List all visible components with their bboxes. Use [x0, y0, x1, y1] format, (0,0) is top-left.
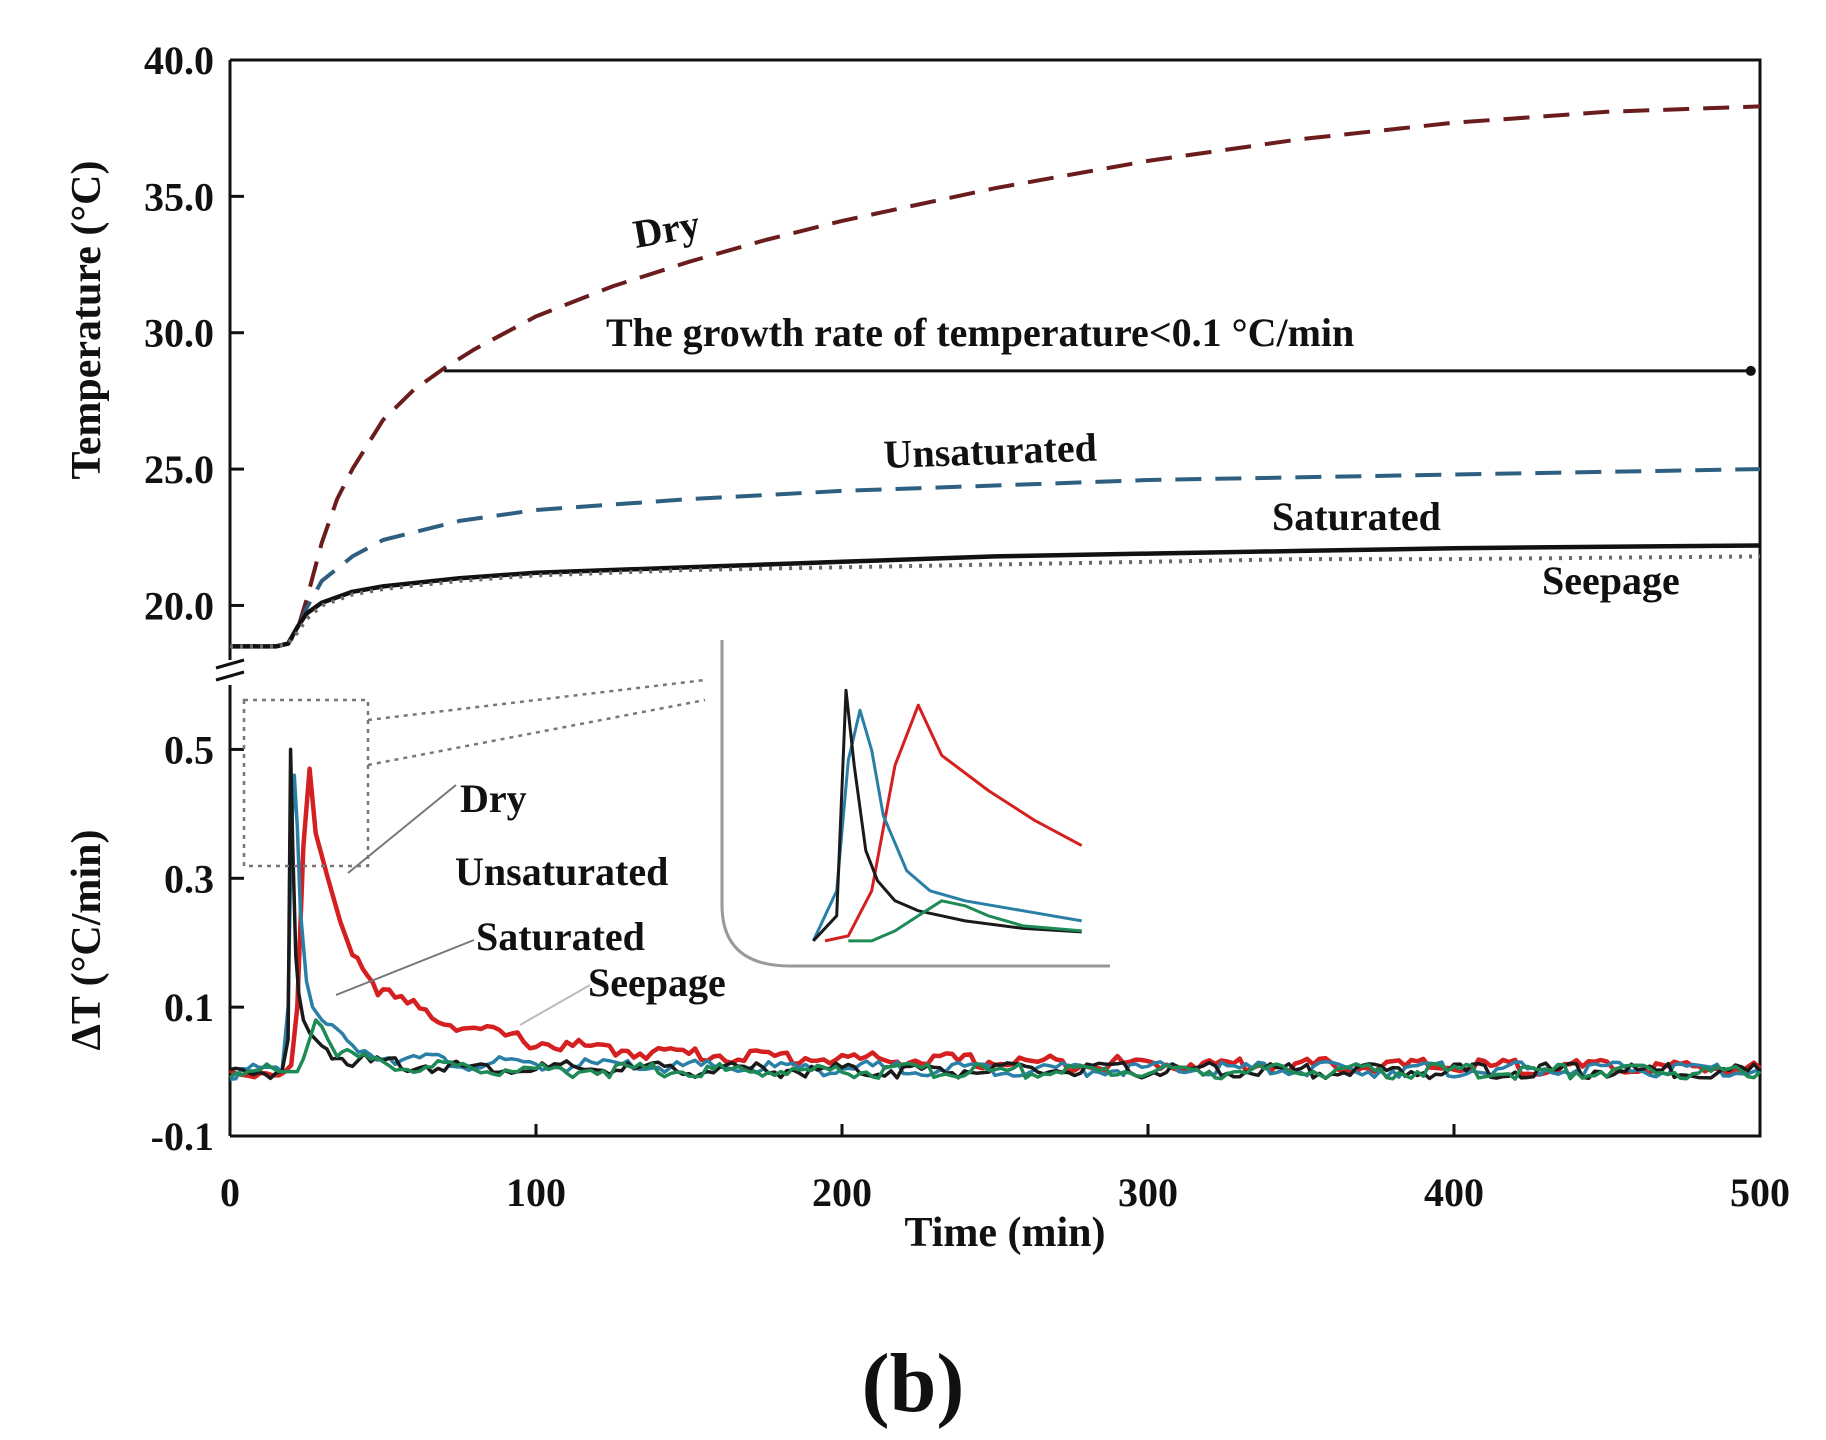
annotation-growth-rate: The growth rate of temperature<0.1 °C/mi… — [606, 310, 1354, 355]
inset-series-seepage — [848, 899, 1082, 943]
rate-series-unsaturated — [229, 773, 1761, 1081]
rate-y-tick-label: 0.5 — [164, 727, 214, 772]
rate-axis-title: ΔT (°C/min) — [64, 830, 110, 1051]
x-ticks: 0 100 200 300 400 500 — [220, 1124, 1790, 1215]
zoom-window — [242, 698, 370, 868]
label-upper-unsaturated: Unsaturated — [883, 425, 1098, 477]
temp-series-dry — [230, 104, 1761, 649]
panel-label: (b) — [861, 1337, 965, 1430]
pointer-dry — [347, 784, 457, 874]
temp-y-tick-label: 20.0 — [144, 583, 214, 628]
label-lower-seepage: Seepage — [588, 960, 726, 1005]
label-upper-dry: Dry — [630, 201, 703, 257]
x-tick-label: 400 — [1424, 1170, 1484, 1215]
temp-y-tick-label: 40.0 — [144, 38, 214, 83]
axis-break-mark-2 — [215, 670, 245, 682]
temp-y-tick-label: 35.0 — [144, 174, 214, 219]
label-lower-unsaturated: Unsaturated — [455, 849, 668, 894]
temp-series-saturated — [230, 543, 1761, 649]
temperature-axis-title: Temperature (°C) — [64, 161, 110, 480]
label-lower-saturated: Saturated — [476, 914, 645, 959]
rate-y-tick-label: 0.1 — [164, 985, 214, 1030]
threshold-end-marker — [1745, 365, 1756, 376]
frame-top-right-bottom — [230, 58, 1762, 1138]
pointer-seepage — [519, 984, 591, 1026]
x-tick-label: 100 — [506, 1170, 566, 1215]
axes-frame — [215, 58, 1762, 1138]
rate-y-tick-label: -0.1 — [151, 1114, 214, 1159]
x-tick-label: 300 — [1118, 1170, 1178, 1215]
temp-y-tick-label: 30.0 — [144, 311, 214, 356]
x-axis-title: Time (min) — [904, 1210, 1105, 1256]
rate-series — [228, 747, 1762, 1081]
zoom-connector — [242, 678, 706, 868]
axis-break-mark-1 — [215, 658, 245, 670]
inset-series-dry — [824, 703, 1083, 943]
temperature-series — [230, 104, 1761, 649]
inset-axes — [720, 640, 1110, 968]
temp-series-unsaturated — [230, 467, 1761, 649]
temp-y-tick-label: 25.0 — [144, 447, 214, 492]
rate-y-tick-label: 0.3 — [164, 856, 214, 901]
label-upper-seepage: Seepage — [1542, 558, 1680, 603]
inset-series — [811, 688, 1083, 943]
inset-series-saturated — [812, 688, 1082, 942]
rate-series-seepage — [228, 1018, 1762, 1081]
temperature-y-ticks: 20.0 25.0 30.0 35.0 40.0 — [144, 38, 244, 628]
label-upper-saturated: Saturated — [1272, 494, 1441, 539]
rate-y-ticks: -0.1 0.1 0.3 0.5 — [151, 727, 244, 1159]
x-tick-label: 0 — [220, 1170, 240, 1215]
x-tick-label: 500 — [1730, 1170, 1790, 1215]
pointer-saturated — [335, 939, 475, 996]
zoom-connector-bottom — [367, 698, 706, 767]
inset-series-unsaturated — [811, 708, 1082, 942]
label-lower-dry: Dry — [460, 776, 527, 821]
temp-series-seepage — [230, 554, 1761, 649]
x-tick-label: 200 — [812, 1170, 872, 1215]
zoom-connector-top — [367, 678, 706, 722]
